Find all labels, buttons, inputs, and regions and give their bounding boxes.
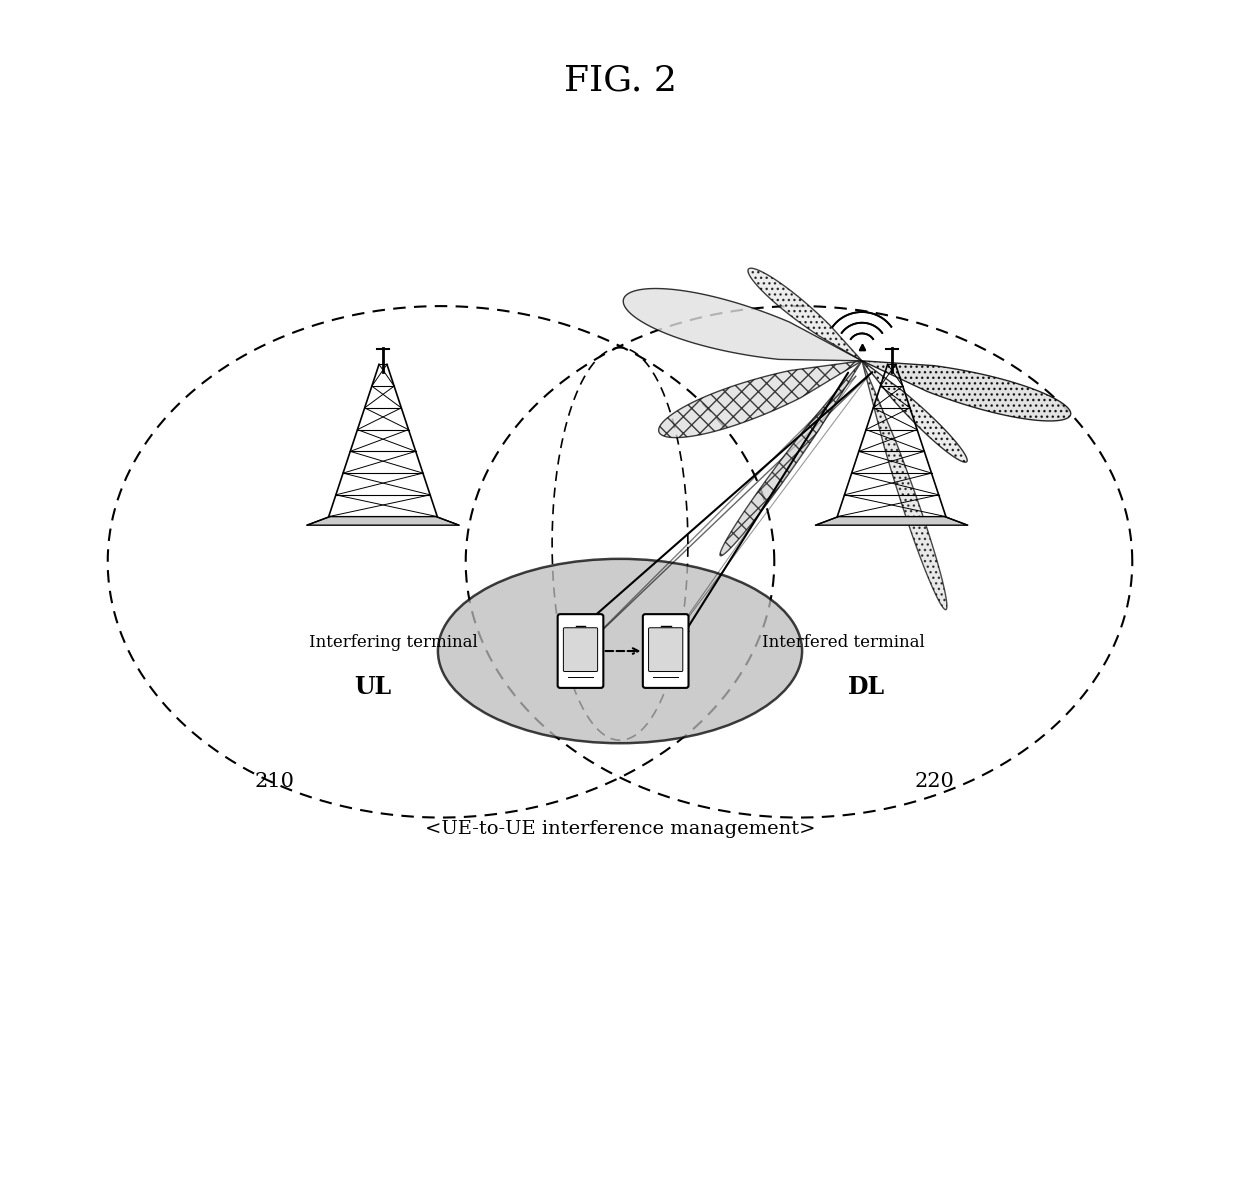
Polygon shape xyxy=(308,516,459,525)
Polygon shape xyxy=(624,288,862,361)
Polygon shape xyxy=(720,361,862,556)
Polygon shape xyxy=(862,361,1071,421)
Ellipse shape xyxy=(438,559,802,743)
Polygon shape xyxy=(748,268,862,361)
Text: DL: DL xyxy=(848,675,885,699)
Polygon shape xyxy=(816,516,967,525)
Text: <UE-to-UE interference management>: <UE-to-UE interference management> xyxy=(425,821,815,839)
Polygon shape xyxy=(862,361,967,462)
Polygon shape xyxy=(658,361,862,437)
Text: UL: UL xyxy=(355,675,392,699)
Polygon shape xyxy=(862,361,947,609)
FancyBboxPatch shape xyxy=(642,614,688,688)
FancyBboxPatch shape xyxy=(649,627,683,672)
Text: Interfered terminal: Interfered terminal xyxy=(761,635,925,651)
FancyBboxPatch shape xyxy=(558,614,604,688)
FancyBboxPatch shape xyxy=(563,627,598,672)
Text: Interfering terminal: Interfering terminal xyxy=(309,635,479,651)
Text: 220: 220 xyxy=(915,772,955,791)
Text: FIG. 2: FIG. 2 xyxy=(563,63,677,97)
Text: 210: 210 xyxy=(254,772,294,791)
